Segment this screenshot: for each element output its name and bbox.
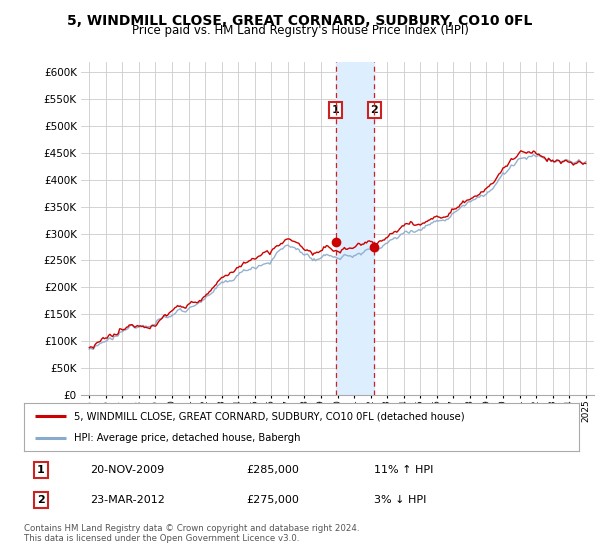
Bar (335, 62, 374, 395)
Text: 11% ↑ HPI: 11% ↑ HPI (374, 465, 433, 475)
Text: 23-MAR-2012: 23-MAR-2012 (91, 495, 166, 505)
Text: 3% ↓ HPI: 3% ↓ HPI (374, 495, 426, 505)
Text: £275,000: £275,000 (246, 495, 299, 505)
Text: 1: 1 (332, 105, 340, 115)
Text: 20-NOV-2009: 20-NOV-2009 (91, 465, 165, 475)
Text: 2: 2 (370, 105, 378, 115)
Text: Contains HM Land Registry data © Crown copyright and database right 2024.
This d: Contains HM Land Registry data © Crown c… (24, 524, 359, 543)
Text: 5, WINDMILL CLOSE, GREAT CORNARD, SUDBURY, CO10 0FL: 5, WINDMILL CLOSE, GREAT CORNARD, SUDBUR… (67, 14, 533, 28)
Text: HPI: Average price, detached house, Babergh: HPI: Average price, detached house, Babe… (74, 433, 301, 443)
Text: 1: 1 (37, 465, 44, 475)
Text: £285,000: £285,000 (246, 465, 299, 475)
Text: 5, WINDMILL CLOSE, GREAT CORNARD, SUDBURY, CO10 0FL (detached house): 5, WINDMILL CLOSE, GREAT CORNARD, SUDBUR… (74, 411, 464, 421)
Text: Price paid vs. HM Land Registry's House Price Index (HPI): Price paid vs. HM Land Registry's House … (131, 24, 469, 37)
Text: 2: 2 (37, 495, 44, 505)
